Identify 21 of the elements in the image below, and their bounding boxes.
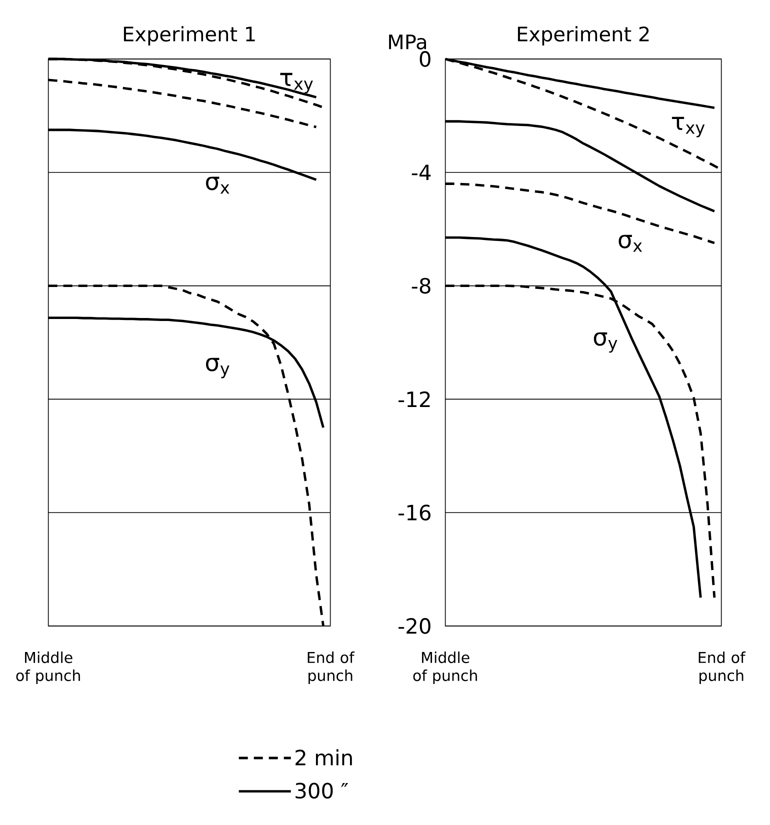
y-tick-label: -4 [412,164,431,180]
legend-label: 300 ″ [296,782,348,799]
y-tick-label: -20 [398,618,431,634]
annotation: σ$_{x}$ [206,176,230,194]
annotation: τ$_{xy}$ [672,116,705,138]
y-tick-label: 0 [420,51,431,67]
x-tick-label: End of punch [308,652,355,684]
y-tick-label: -12 [398,391,430,407]
chart-title: Experiment 2 [518,26,649,46]
legend-label: 2 min [296,749,352,766]
y-tick-label: -8 [412,278,431,294]
annotation: σ$_{x}$ [618,234,642,252]
y-tick-label: -16 [398,504,431,521]
annotation: σ$_{y}$ [594,332,618,353]
y-axis-title: MPa [389,34,426,50]
x-tick-label: End of punch [698,652,746,684]
chart-title: Experiment 1 [124,26,255,46]
annotation: τ$_{xy}$ [280,72,314,94]
annotation: σ$_{y}$ [206,358,230,378]
x-tick-label: Middle of punch [413,652,478,684]
x-tick-label: Middle of punch [16,652,80,684]
